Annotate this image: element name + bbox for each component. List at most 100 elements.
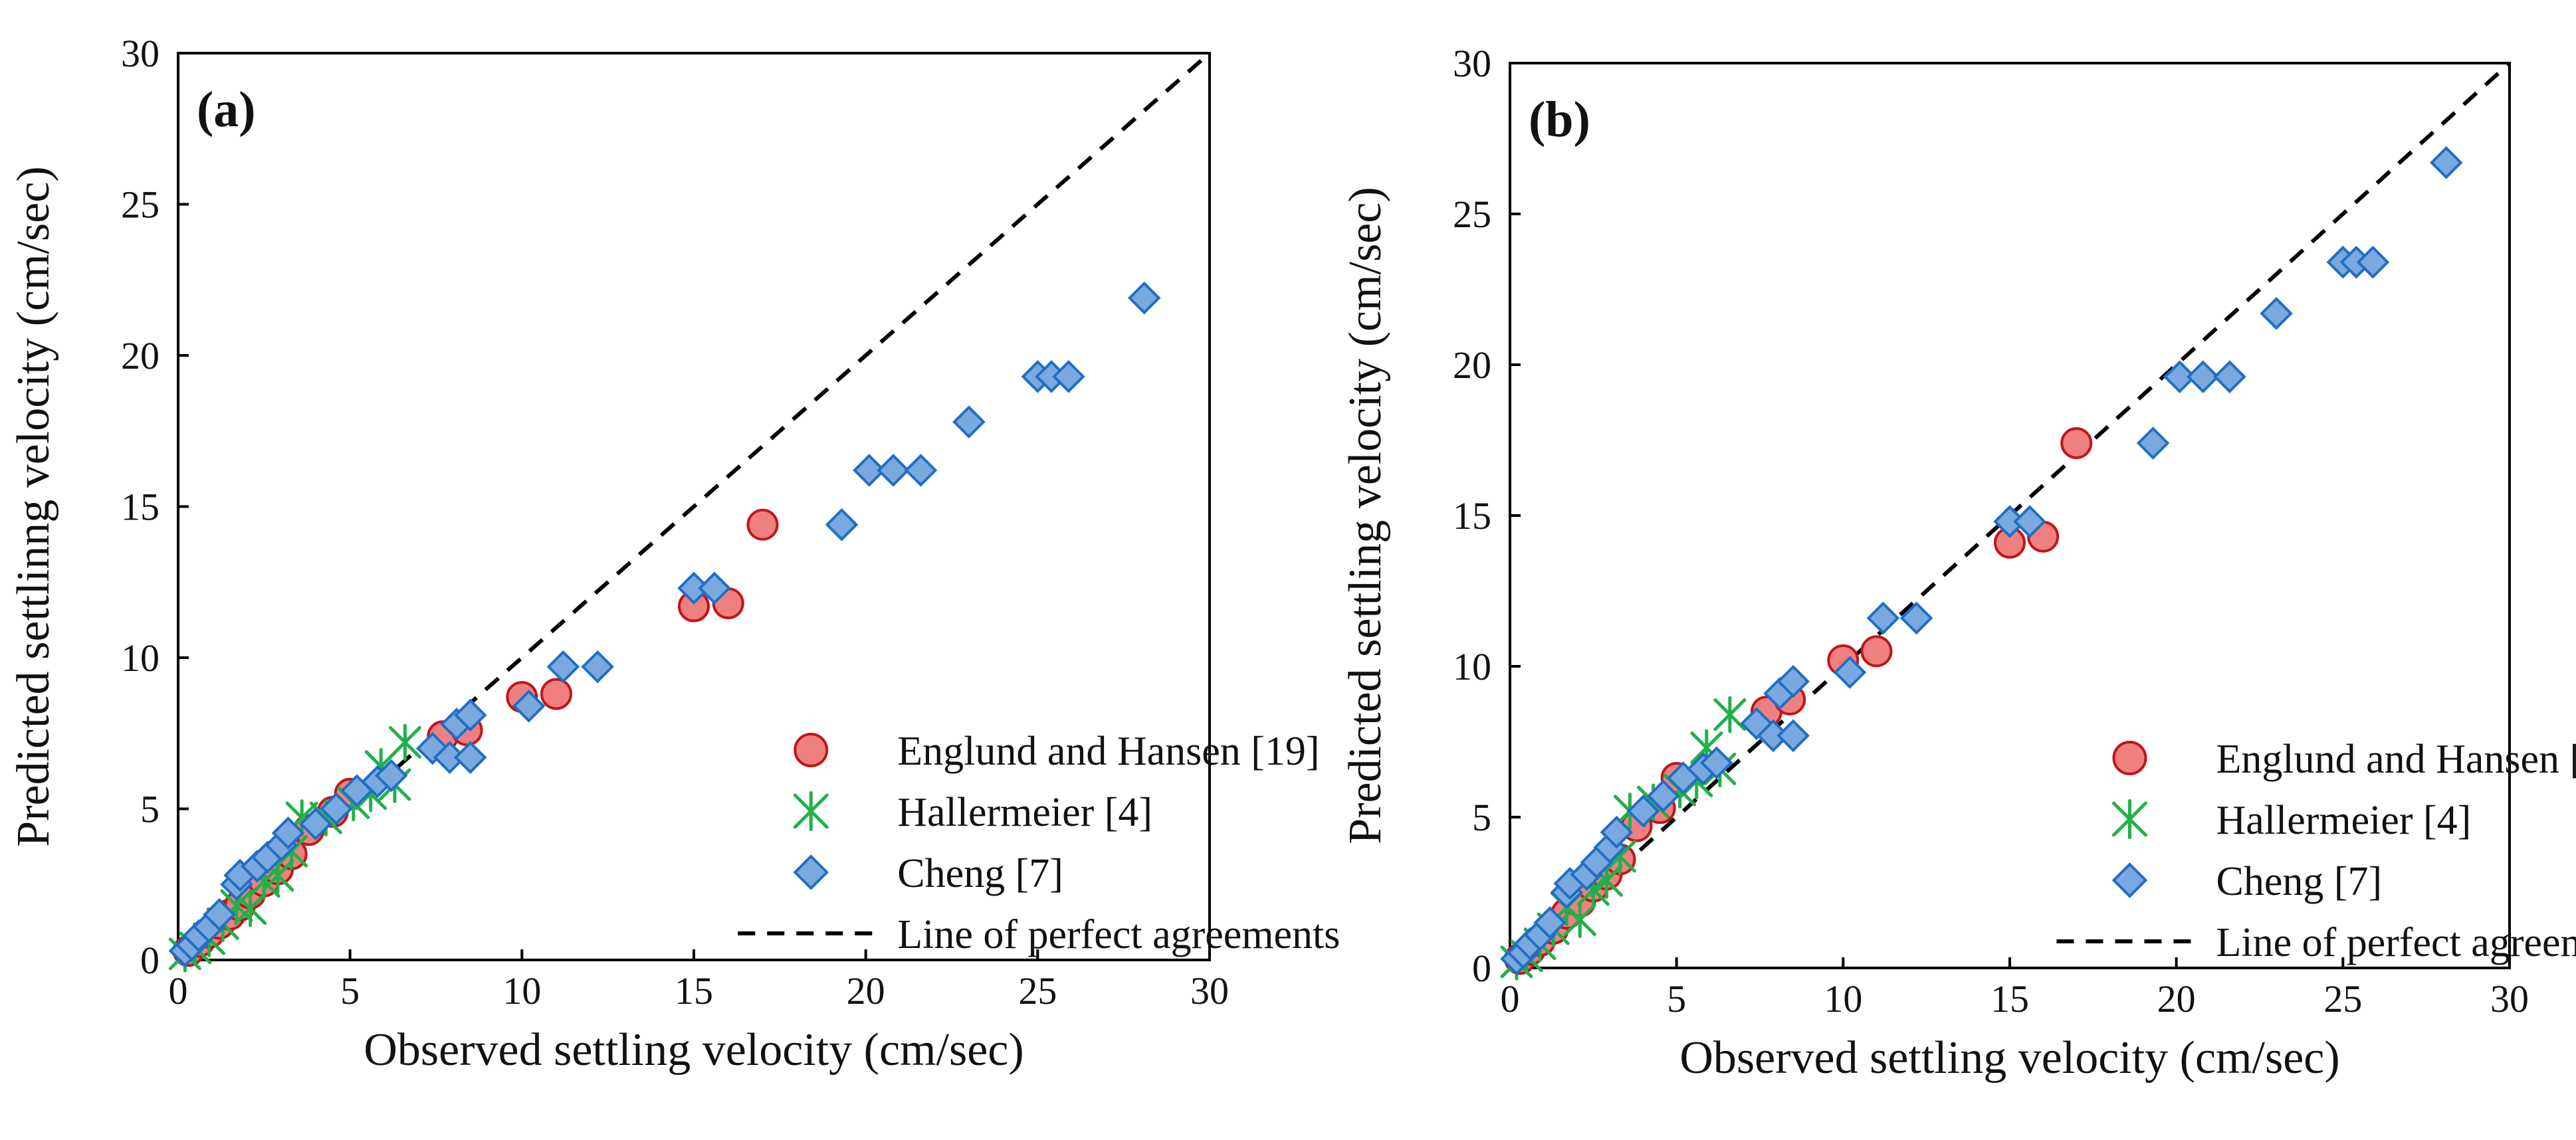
x-axis-title: Observed settling velocity (cm/sec) [1679, 1032, 2339, 1084]
y-tick-label: 0 [140, 939, 160, 982]
data-point [203, 898, 236, 931]
x-tick-label: 15 [675, 969, 713, 1012]
data-point [2356, 245, 2390, 279]
data-point [1052, 360, 1085, 393]
x-tick-label: 0 [1501, 977, 1520, 1020]
y-tick-label: 30 [121, 32, 160, 75]
x-tick-label: 20 [847, 969, 885, 1012]
data-point [877, 454, 910, 487]
y-tick-label: 10 [121, 636, 160, 680]
data-point [2136, 427, 2170, 460]
legend: Englund and Hansen [19] Hallermeier [4] Ch… [2056, 737, 2576, 965]
data-point [1533, 906, 1566, 939]
x-tick-label: 25 [1018, 969, 1057, 1012]
y-axis-title: Predicted settling velocity (cm/sec) [1340, 187, 1391, 844]
legend-swatch-asterisk [2111, 799, 2147, 840]
data-point [374, 759, 408, 793]
data-point [2013, 505, 2046, 538]
x-tick-label: 10 [1824, 977, 1862, 1020]
x-tick-label: 20 [2157, 977, 2196, 1020]
x-tick-label: 5 [340, 969, 360, 1012]
x-tick-label: 0 [169, 969, 188, 1012]
legend-label: Line of perfect agreements [897, 912, 1340, 957]
data-point [2213, 360, 2246, 393]
data-point [2260, 296, 2293, 330]
data-point [1713, 696, 1747, 733]
data-point [512, 689, 546, 723]
data-point [2429, 145, 2463, 179]
data-point [904, 454, 938, 487]
data-point [1563, 901, 1596, 939]
x-tick-label: 25 [2323, 977, 2362, 1020]
legend-label: Hallermeier [4] [897, 790, 1152, 835]
data-point [1776, 664, 1810, 698]
data-point [271, 816, 305, 850]
legend-label: Englund and Hansen [19] [2216, 737, 2576, 782]
data-point [952, 405, 986, 438]
panel-label: (b) [1529, 92, 1590, 147]
data-point [1740, 707, 1773, 741]
data-point [698, 571, 731, 605]
legend-swatch-circle [2112, 741, 2147, 775]
legend-swatch-asterisk [793, 791, 829, 832]
panel-b: 0 5 10 15 20 25 30 0 5 10 15 20 25 30 Observed settlin… [1340, 42, 2576, 1084]
data-point [2163, 360, 2197, 393]
data-point [1776, 719, 1810, 753]
x-tick-label: 30 [1190, 969, 1229, 1012]
data-point [1833, 656, 1867, 689]
y-tick-label: 15 [121, 486, 160, 529]
y-tick-label: 5 [140, 788, 160, 831]
series-cheng-7 [168, 281, 1161, 968]
x-axis-title: Observed settling velocity (cm/sec) [364, 1024, 1023, 1076]
legend-swatch-circle [794, 733, 829, 767]
y-tick-label: 15 [1453, 494, 1491, 537]
x-tick-label: 5 [1667, 977, 1686, 1020]
y-tick-label: 20 [121, 334, 160, 377]
y-tick-label: 5 [1472, 796, 1491, 839]
data-point [453, 741, 487, 774]
x-tick-label: 10 [502, 969, 541, 1012]
data-point [415, 731, 449, 765]
y-tick-label: 30 [1453, 42, 1491, 85]
legend-swatch-diamond [2111, 862, 2148, 898]
data-point [1866, 601, 1900, 635]
legend-label: Hallermeier [4] [2216, 798, 2471, 843]
series-cheng-7 [1500, 145, 2463, 976]
data-point [1600, 815, 1634, 849]
data-point [746, 508, 779, 541]
data-point [1899, 601, 1933, 635]
data-point [2186, 360, 2220, 393]
data-point [453, 698, 487, 732]
panel-a: 0 5 10 15 20 25 30 0 5 10 15 20 25 30 Observed settlin… [8, 32, 1340, 1076]
panel-label: (a) [197, 82, 256, 138]
data-point [546, 650, 580, 684]
legend: Englund and Hansen [19] Hallermeier [4] Ch… [738, 729, 1340, 957]
data-point [853, 454, 886, 487]
y-tick-label: 0 [1472, 947, 1491, 990]
y-tick-label: 25 [121, 183, 160, 227]
data-point [581, 650, 614, 684]
data-point [1860, 635, 1893, 668]
data-point [1646, 779, 1680, 813]
data-point [320, 792, 353, 826]
legend-label: Cheng [7] [897, 851, 1063, 896]
perfect-agreement-line [177, 51, 1211, 962]
legend-label: Cheng [7] [2216, 859, 2382, 904]
data-point [1700, 746, 1733, 780]
x-tick-label: 30 [2490, 977, 2529, 1020]
data-point [1127, 281, 1161, 315]
data-point [2060, 427, 2093, 460]
data-point [540, 678, 573, 710]
data-point [299, 807, 332, 841]
x-tick-label: 15 [1990, 977, 2029, 1020]
data-point [825, 508, 859, 541]
y-tick-label: 10 [1453, 645, 1491, 688]
legend-label: Englund and Hansen [19] [897, 729, 1319, 774]
legend-swatch-diamond [793, 854, 829, 890]
y-tick-label: 25 [1453, 193, 1491, 236]
legend-label: Line of perfect agreements [2216, 920, 2576, 965]
data-point [1626, 795, 1660, 828]
y-tick-label: 20 [1453, 343, 1491, 387]
